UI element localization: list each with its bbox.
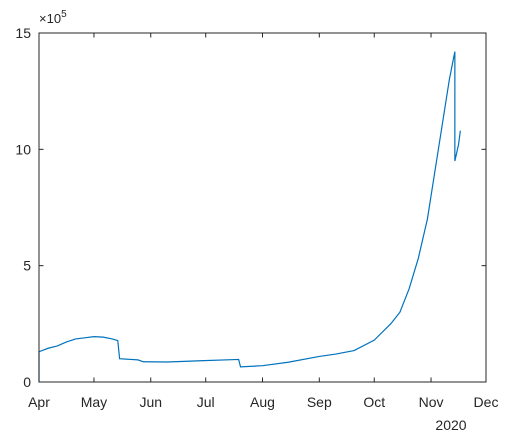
y-tick-label: 10 [15,141,31,157]
y-tick-label: 15 [15,25,31,41]
y-tick-label: 0 [23,374,31,390]
y-exponent-base: ×10 [39,11,61,26]
labels-layer: Apr May Jun Jul Aug Sep Oct Nov Dec 2020 0 5 10 15 ×10… [15,9,498,433]
x-tick-label: Aug [250,394,275,410]
axes-layer [38,32,487,383]
x-year-label: 2020 [435,417,466,433]
x-tick-label: Apr [28,394,50,410]
series-layer [38,51,461,382]
x-tick-label: Jul [197,394,215,410]
x-tick-label: Sep [307,394,332,410]
x-tick-label: Nov [419,394,444,410]
y-exponent-label: ×105 [39,9,67,26]
series-line-0 [38,51,461,382]
x-tick-label: Oct [363,394,385,410]
y-tick-label: 5 [23,258,31,274]
y-exponent-power: 5 [61,9,67,20]
x-tick-label: Dec [474,394,499,410]
x-tick-label: Jun [139,394,162,410]
x-tick-label: May [81,394,107,410]
plot-area [39,33,486,382]
